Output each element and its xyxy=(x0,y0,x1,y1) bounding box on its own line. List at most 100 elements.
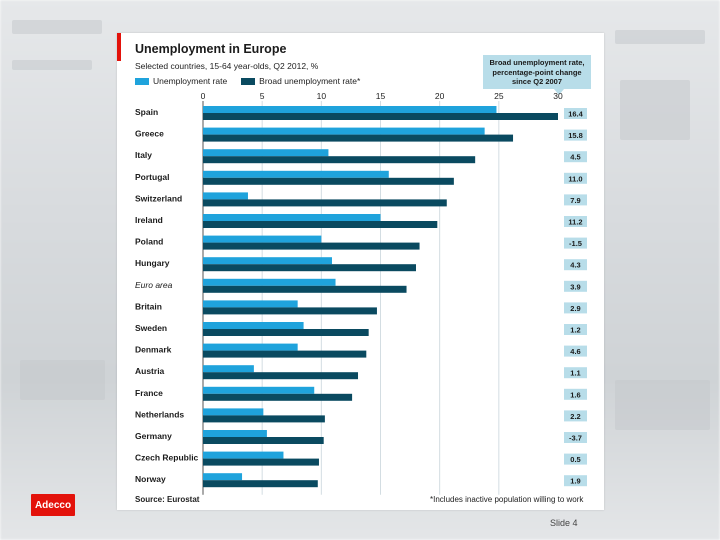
legend-label-broad: Broad unemployment rate* xyxy=(259,76,361,86)
background-blur-block xyxy=(615,380,710,430)
bar-unemployment xyxy=(203,300,298,308)
bar-unemployment xyxy=(203,430,267,437)
change-value-box xyxy=(564,453,587,465)
change-value-box xyxy=(564,259,587,271)
category-label: Greece xyxy=(135,129,164,139)
bar-unemployment xyxy=(203,408,264,416)
change-value-label: 0.5 xyxy=(570,455,580,464)
change-value-label: 2.2 xyxy=(570,412,580,421)
change-value-box xyxy=(564,475,587,487)
x-tick-label: 10 xyxy=(317,91,327,101)
change-value-box xyxy=(564,432,587,443)
legend-label-unemployment: Unemployment rate xyxy=(153,76,228,86)
category-label: Britain xyxy=(135,301,162,311)
category-label: Euro area xyxy=(135,280,173,290)
bar-broad-unemployment xyxy=(203,350,367,358)
legend-item-broad: Broad unemployment rate* xyxy=(241,76,360,86)
category-label: Netherlands xyxy=(135,409,184,419)
change-value-label: 15.8 xyxy=(568,131,583,140)
bar-unemployment xyxy=(203,170,389,178)
bar-unemployment xyxy=(203,386,315,394)
change-value-label: 4.5 xyxy=(570,153,580,162)
change-value-box xyxy=(564,302,587,314)
bar-unemployment xyxy=(203,257,332,265)
category-label: France xyxy=(135,388,163,398)
change-value-label: 11.0 xyxy=(568,174,582,183)
bar-broad-unemployment xyxy=(203,415,325,423)
bar-broad-unemployment xyxy=(203,393,353,401)
bar-unemployment xyxy=(203,278,336,286)
bar-broad-unemployment xyxy=(203,221,438,228)
bar-unemployment xyxy=(203,214,381,221)
category-label: Switzerland xyxy=(135,193,182,203)
change-value-label: 3.9 xyxy=(570,282,580,291)
change-value-box xyxy=(564,108,587,119)
bar-broad-unemployment xyxy=(203,177,454,185)
bar-unemployment xyxy=(203,106,497,113)
category-label: Italy xyxy=(135,150,152,160)
change-value-box xyxy=(564,388,587,400)
change-value-box xyxy=(564,324,587,335)
change-value-label: 4.6 xyxy=(570,347,580,356)
change-value-box xyxy=(564,237,587,249)
bar-broad-unemployment xyxy=(203,134,514,142)
bar-broad-unemployment xyxy=(203,242,420,250)
bar-unemployment xyxy=(203,322,304,329)
bar-unemployment xyxy=(203,149,329,157)
chart-subtitle: Selected countries, 15-64 year-olds, Q2 … xyxy=(135,61,319,71)
change-callout: Broad unemployment rate, percentage-poin… xyxy=(483,55,591,89)
change-value-box xyxy=(564,216,587,227)
bar-broad-unemployment xyxy=(203,264,416,272)
bar-broad-unemployment xyxy=(203,156,476,164)
footnote: *Includes inactive population willing to… xyxy=(430,495,584,504)
background-blur-block xyxy=(615,30,705,44)
x-tick-label: 25 xyxy=(494,91,504,101)
category-label: Austria xyxy=(135,366,165,376)
bar-unemployment xyxy=(203,473,243,481)
change-value-label: 1.9 xyxy=(570,477,580,486)
change-value-box xyxy=(564,410,587,422)
bar-unemployment xyxy=(203,343,298,351)
bar-broad-unemployment xyxy=(203,329,369,336)
change-value-label: 1.2 xyxy=(570,326,580,335)
background-blur-block xyxy=(12,60,92,70)
bar-broad-unemployment xyxy=(203,437,324,444)
background-blur-block xyxy=(12,20,102,34)
category-label: Germany xyxy=(135,431,172,441)
change-value-label: -3.7 xyxy=(569,434,582,443)
bar-broad-unemployment xyxy=(203,285,407,293)
category-label: Spain xyxy=(135,107,158,117)
x-tick-label: 5 xyxy=(260,91,265,101)
source-note: Source: Eurostat xyxy=(135,495,200,504)
category-label: Denmark xyxy=(135,345,172,355)
change-value-label: 4.3 xyxy=(570,261,580,270)
category-label: Czech Republic xyxy=(135,453,199,463)
bar-chart: 0 5 10 15 20 25 30 Spain 16.4 Greece 15.8 Italy 4.5 P… xyxy=(135,91,589,495)
x-tick-label: 20 xyxy=(435,91,445,101)
legend-swatch-unemployment xyxy=(135,77,149,85)
change-value-box xyxy=(564,151,587,163)
chart-title: Unemployment in Europe xyxy=(135,42,287,56)
x-tick-label: 0 xyxy=(201,91,206,101)
change-value-label: 11.2 xyxy=(568,218,582,227)
legend: Unemployment rate Broad unemployment rat… xyxy=(135,76,360,86)
bar-unemployment xyxy=(203,451,284,459)
change-value-box xyxy=(564,345,587,357)
bar-broad-unemployment xyxy=(203,199,447,207)
change-value-label: 16.4 xyxy=(568,110,583,119)
bar-broad-unemployment xyxy=(203,372,359,380)
category-label: Ireland xyxy=(135,215,163,225)
adecco-logo: Adecco xyxy=(31,494,75,516)
legend-item-unemployment: Unemployment rate xyxy=(135,76,227,86)
change-value-label: 2.9 xyxy=(570,304,580,313)
change-value-label: 7.9 xyxy=(570,196,580,205)
background-blur-block xyxy=(620,80,690,140)
legend-swatch-broad xyxy=(241,77,256,85)
bar-unemployment xyxy=(203,365,254,373)
category-label: Hungary xyxy=(135,258,170,268)
change-value-box xyxy=(564,129,587,141)
change-value-box xyxy=(564,172,587,184)
change-value-label: -1.5 xyxy=(569,239,582,248)
change-value-box xyxy=(564,367,587,379)
callout-arrow xyxy=(554,89,564,95)
